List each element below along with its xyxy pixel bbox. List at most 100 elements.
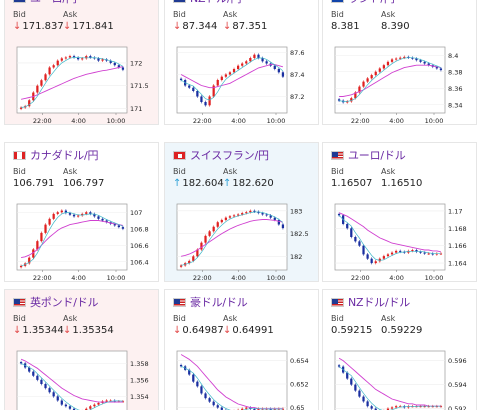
arrow-down-icon: ↓	[223, 325, 232, 336]
candle	[19, 107, 23, 109]
rate-card[interactable]: NZドル/ドル Bid Ask 0.59215 0.59229 0.596 0.594 0.5…	[322, 289, 477, 410]
ask-value: 106.797	[63, 178, 104, 189]
short-ma-line	[21, 57, 124, 108]
rate-card[interactable]: スイスフラン/円 Bid Ask ↑ 182.604 ↑ 182.620 183 182.5 18…	[164, 142, 319, 282]
pair-name[interactable]: 英ポンド/ドル	[30, 296, 99, 309]
candle	[366, 401, 369, 407]
candle	[419, 251, 422, 253]
ask-text: 1.16510	[381, 178, 423, 189]
bid-label: Bid	[173, 314, 186, 323]
candle	[81, 58, 84, 60]
card-title[interactable]: NZドル/ドル	[331, 295, 410, 309]
candle	[121, 401, 125, 403]
card-title[interactable]: ユーロ/ドル	[331, 148, 406, 162]
bid-value: 0.59215	[331, 325, 372, 336]
card-title[interactable]: ランド/円	[331, 0, 395, 5]
candle	[192, 374, 195, 382]
eu-flag	[13, 0, 26, 3]
rate-card[interactable]: カナダドル/円 Bid Ask 106.791 106.797 107 106.8 106.6…	[4, 142, 159, 282]
ask-text: 106.797	[63, 178, 105, 189]
bid-value: 8.381	[331, 21, 360, 32]
pair-name[interactable]: ランド/円	[348, 0, 395, 6]
ma-line	[181, 219, 283, 257]
candle	[249, 210, 252, 213]
candle	[399, 406, 402, 408]
plot-area	[16, 203, 128, 271]
candle	[245, 212, 248, 214]
candle	[117, 65, 120, 68]
candle	[52, 392, 55, 397]
short-ma-line	[180, 57, 284, 101]
candle	[354, 237, 357, 242]
candle	[374, 71, 377, 76]
candle	[415, 58, 418, 61]
arrow-down-icon: ↓	[173, 325, 182, 336]
candle	[245, 407, 248, 409]
za-flag	[331, 0, 344, 3]
candle	[241, 213, 244, 215]
y-tick-label: 0.596	[448, 357, 467, 365]
candle	[196, 91, 199, 97]
ask-label: Ask	[381, 167, 396, 176]
mini-chart[interactable]: 8.4 8.38 8.36 8.34 22:00 4:00 10:00	[331, 43, 471, 124]
candle	[121, 67, 125, 70]
candle	[200, 386, 203, 394]
candle	[394, 406, 398, 408]
candle	[97, 58, 100, 61]
mini-chart[interactable]: 87.6 87.4 87.2 22:00 4:00 10:00	[173, 43, 313, 125]
candle	[390, 407, 394, 409]
bid-label: Bid	[173, 167, 186, 176]
candle	[204, 235, 207, 243]
pair-name[interactable]: NZドル/ドル	[348, 296, 411, 309]
candle	[261, 58, 264, 62]
card-title[interactable]: 英ポンド/ドル	[13, 295, 99, 309]
candle	[28, 257, 31, 264]
candle	[431, 406, 434, 408]
mini-chart[interactable]: 172 171.5 171 22:00 4:00 10:00	[13, 43, 153, 124]
short-ma-line	[339, 57, 442, 102]
candle	[386, 61, 390, 66]
mini-chart[interactable]: 183 182.5 182 22:00 4:00 10:00	[173, 200, 313, 281]
candle	[97, 402, 100, 405]
candle	[224, 74, 228, 77]
pair-name[interactable]: ユーロ/ドル	[348, 149, 406, 162]
card-title[interactable]: スイスフラン/円	[173, 148, 269, 162]
mini-chart[interactable]: 1.17 1.168 1.166 1.164 22:00 4:00 10:00	[331, 200, 471, 281]
x-tick-label: 22:00	[193, 117, 212, 125]
candle	[76, 57, 80, 60]
pair-name[interactable]: スイスフラン/円	[190, 149, 269, 162]
candle	[72, 214, 76, 217]
ma-line	[20, 358, 123, 403]
rate-card[interactable]: NZドル/円BidAsk↓87.344↓87.35187.687.487.222…	[164, 0, 319, 125]
card-title[interactable]: NZドル/円	[173, 0, 241, 5]
candle	[220, 407, 223, 410]
candle	[390, 252, 394, 255]
card-title[interactable]: カナダドル/円	[13, 148, 99, 162]
card-title[interactable]: 豪ドル/ドル	[173, 295, 248, 309]
pair-name[interactable]: NZドル/円	[190, 0, 241, 6]
candle	[337, 213, 341, 216]
chart-5: 1.17 1.168 1.166 1.164 22:00 4:00 10:00	[334, 203, 467, 281]
ch-flag	[173, 150, 186, 160]
y-tick-label: 0.652	[290, 381, 309, 389]
pair-name[interactable]: ユーロ/円	[30, 0, 77, 6]
rate-card[interactable]: 豪ドル/ドル Bid Ask ↓ 0.64987 ↓ 0.64991 0.654 0.652 0.…	[164, 289, 319, 410]
rate-card[interactable]: ランド/円 Bid Ask 8.381 8.390 8.4 8.38 8.36 8.34 22:0…	[322, 0, 477, 125]
mini-chart[interactable]: 107 106.8 106.6 106.4 22:00 4:00 10:00	[13, 200, 153, 281]
pair-name[interactable]: カナダドル/円	[30, 149, 99, 162]
y-tick-label: 0.594	[448, 381, 467, 389]
card-title[interactable]: ユーロ/円	[13, 0, 77, 5]
candle	[19, 265, 23, 268]
arrow-down-icon: ↓	[63, 325, 72, 336]
y-tick-label: 0.65	[290, 404, 304, 410]
rate-card[interactable]: ユーロ/ドル Bid Ask 1.16507 1.16510 1.17 1.168 1.166…	[322, 142, 477, 282]
rate-card[interactable]: 英ポンド/ドル Bid Ask ↓ 1.35344 ↓ 1.35354 1.358 1.356 1…	[4, 289, 159, 410]
pair-name[interactable]: 豪ドル/ドル	[190, 296, 248, 309]
bid-label: Bid	[173, 10, 186, 19]
candle	[245, 61, 248, 64]
candle	[40, 80, 43, 86]
rate-card[interactable]: ユーロ/円BidAsk↓171.837↓171.841172171.517122…	[4, 0, 159, 125]
